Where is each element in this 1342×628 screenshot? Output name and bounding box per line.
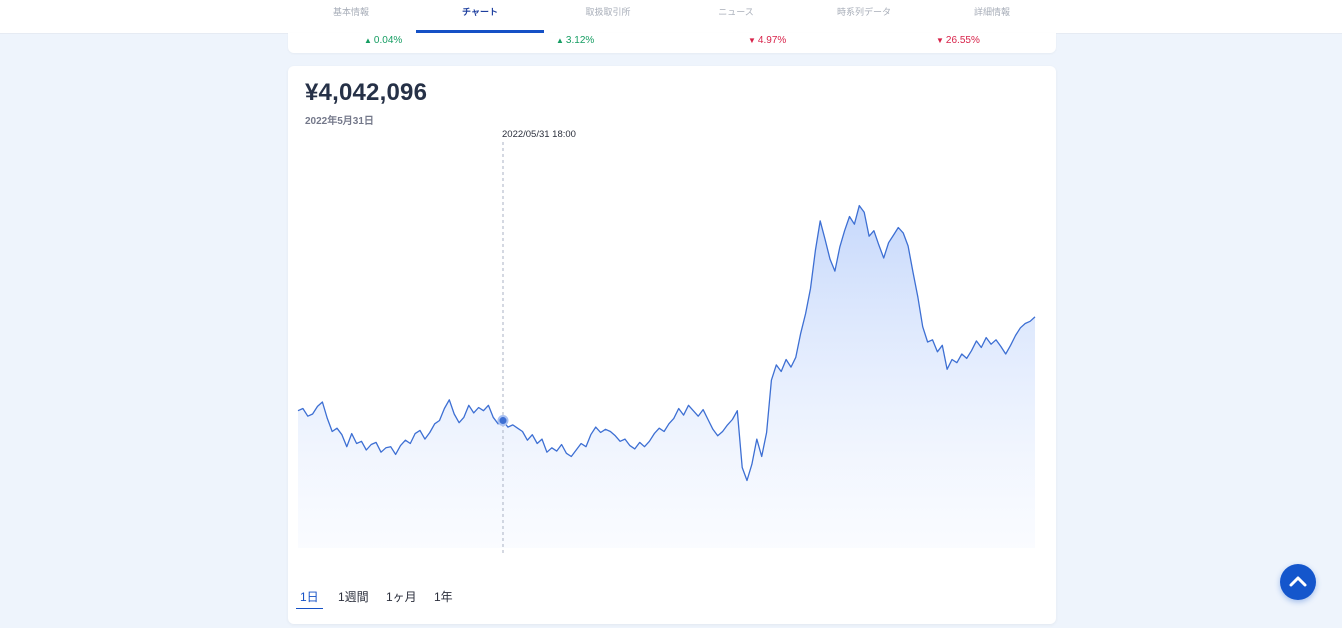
change-value: 4.97% bbox=[757, 35, 787, 46]
chart-area-fill bbox=[298, 205, 1035, 548]
chart-price-line bbox=[297, 204, 1036, 482]
change-value: 3.12% bbox=[565, 35, 595, 46]
tab-chart[interactable]: チャート bbox=[416, 0, 544, 33]
crosshair-point bbox=[497, 415, 509, 427]
crosshair-time-label: 2022/05/31 18:00 bbox=[502, 129, 576, 140]
up-arrow-icon: ▲ bbox=[556, 36, 564, 45]
price-change-summary: ▲ 0.04% ▲ 3.12% ▼ 4.97% ▼ 26.55% bbox=[288, 33, 1056, 53]
down-arrow-icon: ▼ bbox=[748, 36, 756, 45]
tab-news[interactable]: ニュース bbox=[718, 7, 754, 17]
tab-details[interactable]: 詳細情報 bbox=[973, 7, 1010, 17]
period-1-year[interactable]: 1年 bbox=[434, 590, 453, 604]
price-date: 2022年5月31日 bbox=[305, 116, 374, 127]
change-stat: ▼ 4.97% bbox=[748, 35, 786, 47]
change-stat: ▲ 0.04% bbox=[364, 35, 402, 47]
period-1-month[interactable]: 1ヶ月 bbox=[386, 590, 417, 604]
down-arrow-icon: ▼ bbox=[936, 36, 944, 45]
change-value: 26.55% bbox=[945, 35, 980, 46]
change-value: 0.04% bbox=[373, 35, 403, 46]
section-tab-bar: 基本情報 チャート 取扱取引所 ニュース 時系列データ 詳細情報 bbox=[0, 0, 1342, 34]
scroll-to-top-button[interactable] bbox=[1280, 564, 1316, 600]
period-1-week[interactable]: 1週間 bbox=[338, 590, 369, 604]
chevron-up-icon bbox=[1289, 576, 1307, 587]
period-1-day[interactable]: 1日 bbox=[296, 585, 323, 609]
change-stat: ▲ 3.12% bbox=[556, 35, 594, 47]
up-arrow-icon: ▲ bbox=[364, 36, 372, 45]
price-chart-card: ¥4,042,096 2022年5月31日 2022/05/31 18:00 1… bbox=[288, 66, 1056, 624]
tab-time-series-data[interactable]: 時系列データ bbox=[836, 7, 891, 17]
current-price: ¥4,042,096 bbox=[305, 79, 428, 106]
price-chart[interactable] bbox=[288, 126, 1056, 566]
change-stat: ▼ 26.55% bbox=[936, 35, 980, 47]
tab-exchanges[interactable]: 取扱取引所 bbox=[585, 7, 631, 17]
tab-basic-info[interactable]: 基本情報 bbox=[332, 7, 369, 17]
